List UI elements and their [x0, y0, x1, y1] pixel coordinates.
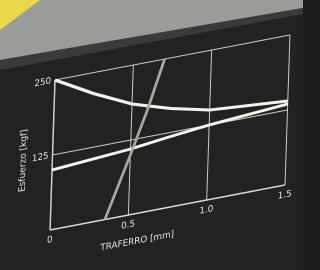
photo: Esfuerzo [kgf] TRAFERRO [mm] 00.51.01.51…	[0, 0, 303, 270]
x-tick-label: 0	[47, 235, 53, 246]
